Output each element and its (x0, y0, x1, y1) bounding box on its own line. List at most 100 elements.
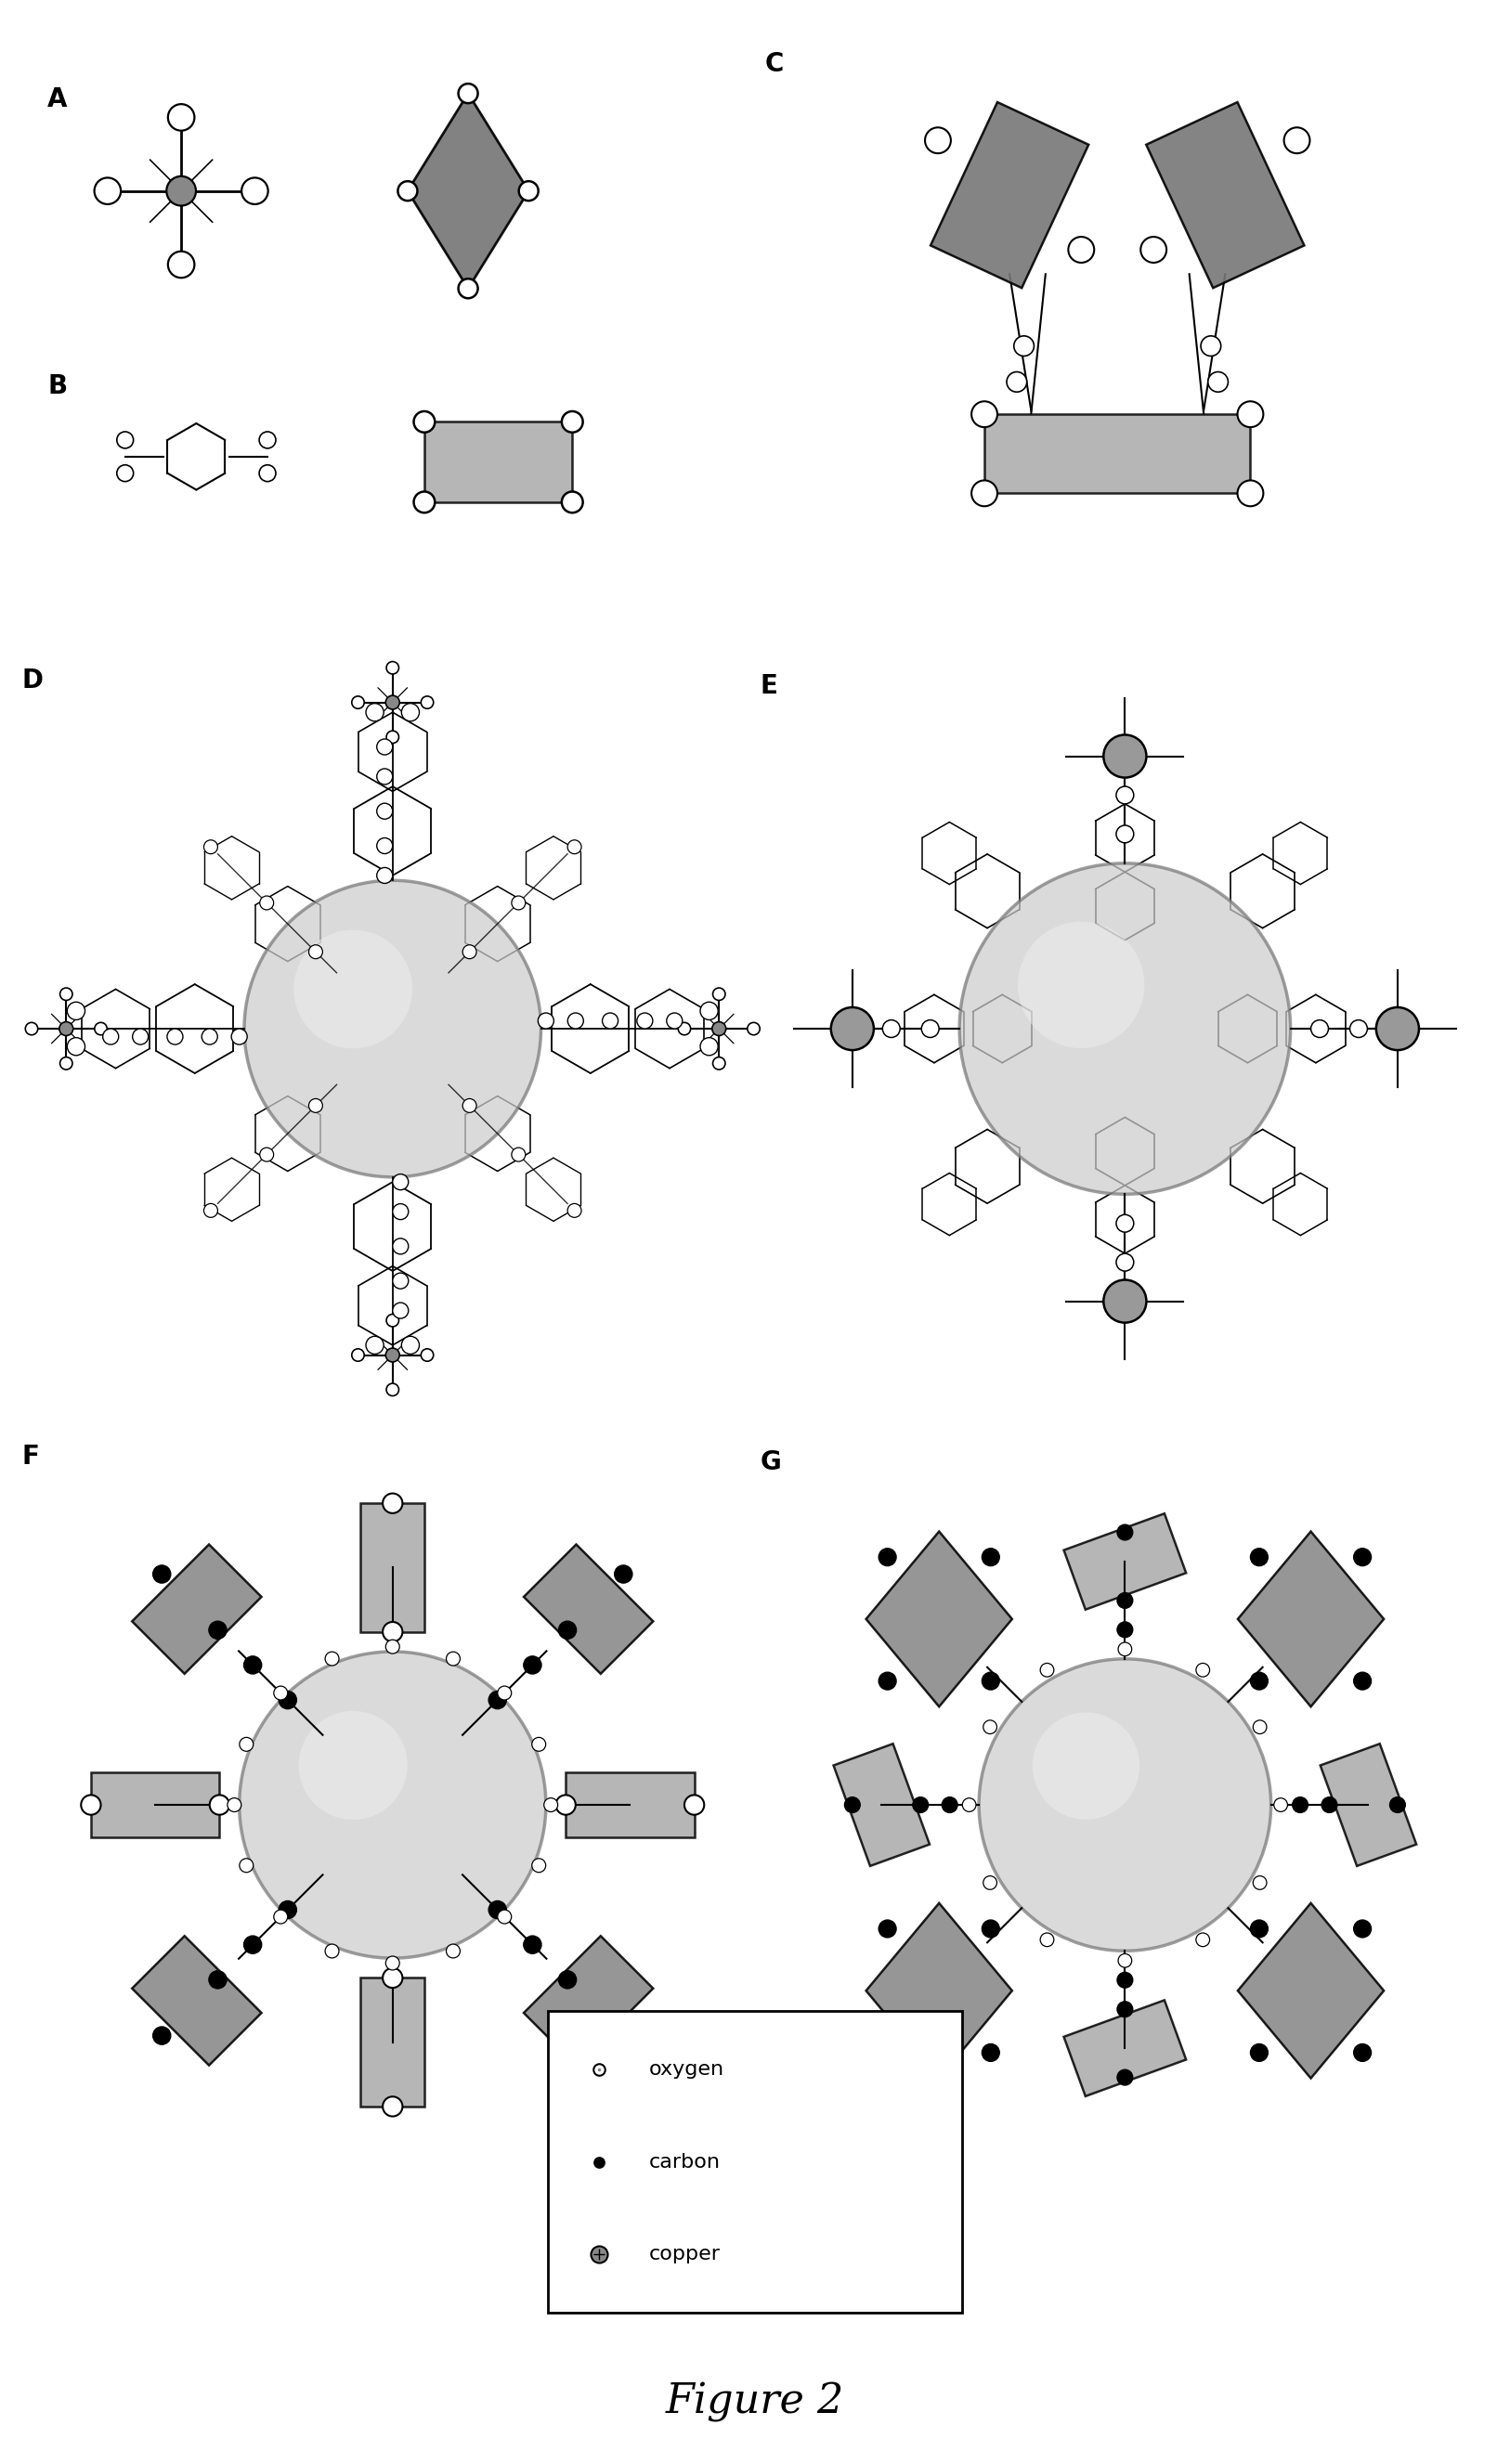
Circle shape (982, 1547, 1000, 1567)
Polygon shape (524, 1937, 654, 2065)
Circle shape (524, 1656, 542, 1673)
Text: Figure 2: Figure 2 (666, 2383, 844, 2422)
Circle shape (1376, 1008, 1419, 1050)
Circle shape (1253, 1875, 1267, 1890)
Circle shape (489, 1690, 506, 1710)
Circle shape (378, 803, 393, 818)
Circle shape (982, 1919, 1000, 1937)
Circle shape (562, 493, 583, 513)
Circle shape (387, 660, 399, 675)
Circle shape (519, 182, 539, 200)
Circle shape (1007, 372, 1027, 392)
Circle shape (95, 1023, 107, 1035)
Circle shape (208, 1971, 226, 1988)
Circle shape (365, 1335, 384, 1355)
Circle shape (273, 1685, 287, 1700)
Circle shape (926, 128, 951, 153)
Circle shape (59, 1023, 72, 1035)
Circle shape (378, 838, 393, 853)
Text: C: C (766, 52, 784, 76)
Circle shape (498, 1910, 512, 1924)
Circle shape (912, 1796, 929, 1814)
Circle shape (382, 1621, 403, 1641)
Circle shape (942, 1796, 957, 1814)
Circle shape (1353, 1547, 1371, 1567)
Circle shape (602, 1013, 618, 1030)
Polygon shape (361, 1503, 424, 1631)
Circle shape (385, 1639, 400, 1653)
Circle shape (559, 1621, 577, 1639)
Circle shape (94, 177, 121, 205)
Circle shape (1250, 1919, 1268, 1937)
Circle shape (678, 1023, 690, 1035)
Polygon shape (985, 414, 1250, 493)
Circle shape (202, 1030, 217, 1045)
Circle shape (1353, 1919, 1371, 1937)
Polygon shape (1065, 2001, 1185, 2097)
Circle shape (971, 402, 997, 426)
Circle shape (459, 278, 477, 298)
Circle shape (153, 2028, 171, 2045)
Circle shape (562, 411, 583, 431)
Circle shape (66, 1037, 85, 1055)
Circle shape (260, 1148, 273, 1161)
Circle shape (978, 1658, 1271, 1951)
Circle shape (879, 1547, 897, 1567)
Circle shape (168, 103, 195, 131)
Circle shape (243, 1937, 261, 1954)
Circle shape (168, 1030, 183, 1045)
Circle shape (208, 1621, 226, 1639)
Circle shape (1250, 1547, 1268, 1567)
Circle shape (242, 177, 269, 205)
Circle shape (1200, 335, 1222, 357)
Text: carbon: carbon (649, 2154, 720, 2171)
Circle shape (615, 1565, 633, 1582)
Circle shape (615, 2028, 633, 2045)
Circle shape (982, 1673, 1000, 1690)
Circle shape (168, 251, 195, 278)
Circle shape (882, 1020, 900, 1037)
Circle shape (568, 840, 581, 855)
Circle shape (1040, 1663, 1054, 1678)
Circle shape (1117, 1525, 1132, 1540)
Circle shape (103, 1030, 119, 1045)
Circle shape (1196, 1932, 1210, 1947)
Circle shape (879, 1673, 897, 1690)
Circle shape (273, 1910, 287, 1924)
Polygon shape (361, 1979, 424, 2107)
Circle shape (421, 1348, 433, 1360)
Circle shape (228, 1799, 242, 1811)
Text: G: G (760, 1449, 781, 1476)
Circle shape (365, 702, 384, 722)
Circle shape (532, 1858, 545, 1873)
Circle shape (385, 695, 400, 710)
Circle shape (982, 2043, 1000, 2062)
Text: B: B (47, 375, 66, 399)
Circle shape (231, 1030, 248, 1045)
Circle shape (153, 1565, 171, 1582)
Circle shape (559, 1971, 577, 1988)
Polygon shape (131, 1545, 261, 1673)
Circle shape (387, 1382, 399, 1397)
Circle shape (279, 1900, 296, 1919)
Circle shape (1293, 1796, 1308, 1814)
Bar (424, 421, 572, 503)
Circle shape (1274, 1799, 1288, 1811)
Circle shape (1253, 1720, 1267, 1735)
Circle shape (1116, 825, 1134, 843)
Circle shape (1140, 237, 1167, 264)
Circle shape (1033, 1712, 1140, 1818)
Circle shape (1321, 1796, 1338, 1814)
Polygon shape (131, 1937, 261, 2065)
Circle shape (393, 1239, 408, 1254)
Circle shape (524, 1937, 542, 1954)
Circle shape (1283, 128, 1309, 153)
Circle shape (538, 1013, 554, 1030)
Circle shape (116, 431, 133, 448)
Polygon shape (930, 101, 1089, 288)
Circle shape (1117, 2070, 1132, 2085)
Circle shape (568, 1013, 583, 1030)
Circle shape (352, 697, 364, 710)
Circle shape (1208, 372, 1228, 392)
Polygon shape (1065, 1513, 1185, 1609)
